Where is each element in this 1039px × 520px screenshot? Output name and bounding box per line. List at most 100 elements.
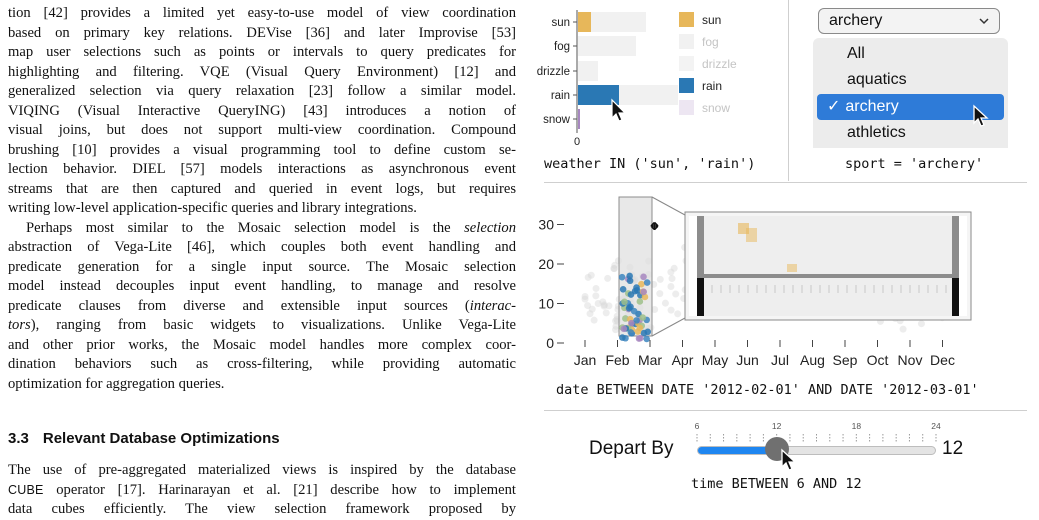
bar-snow xyxy=(578,109,580,129)
scatter-point xyxy=(619,334,626,341)
section-heading: 3.3 Relevant Database Optimizations xyxy=(8,430,280,447)
text-line: The use of pre-aggregated materialized v… xyxy=(8,462,516,478)
text-line: predicate generation for a single input … xyxy=(8,258,516,275)
bar-background xyxy=(578,61,598,81)
scatter-point xyxy=(627,303,634,311)
scatter-point xyxy=(633,284,640,291)
scatter-point xyxy=(628,319,635,327)
zoom-inset-band xyxy=(697,216,959,316)
text-line: and other prior works, the Mosaic model … xyxy=(8,336,516,353)
bar-background xyxy=(578,12,646,32)
menu-item-label: All xyxy=(847,45,865,62)
menu-item-label: athletics xyxy=(847,124,906,141)
scatter-point-bg xyxy=(612,322,620,330)
text-line: highlighting and filtering. VQE (Visual … xyxy=(8,63,516,80)
month-label: Mar xyxy=(638,352,662,368)
date-scatter-plot[interactable]: 0 10 20 30 Jan Feb Mar Apr May Jun Jul Aug Sep Oct Nov… xyxy=(532,190,1032,370)
slider-tick-label: 24 xyxy=(931,421,941,431)
menu-item-aquatics[interactable]: aquatics xyxy=(817,67,1004,93)
month-label: Jan xyxy=(574,352,597,368)
time-predicate: time BETWEEN 6 AND 12 xyxy=(691,476,862,492)
scatter-point-bg xyxy=(899,325,907,333)
x-tick-label: 0 xyxy=(574,136,580,148)
emphasis-interactors: tors xyxy=(8,317,31,333)
text-line: ), ranging from basic widgets to visuali… xyxy=(30,317,516,333)
cube-operator: CUBE xyxy=(8,482,44,497)
scatter-point xyxy=(633,317,640,324)
text-line: abstraction of Vega-Lite [46], which cou… xyxy=(8,239,516,255)
date-predicate: date BETWEEN DATE '2012-02-01' AND DATE … xyxy=(556,382,979,398)
text-line: writing low-level application-specific q… xyxy=(8,200,417,216)
zoom-mark xyxy=(787,264,797,272)
text-line: predicate clauses from diverse and exten… xyxy=(8,297,470,314)
scatter-point-bg xyxy=(661,299,669,307)
section-number: 3.3 xyxy=(8,430,29,447)
paragraph-related-work: tion [42] provides a limited yet easy-to… xyxy=(8,4,516,219)
y-tick-label: 20 xyxy=(538,256,554,272)
scatter-point xyxy=(627,291,635,298)
weather-predicate: weather IN ('sun', 'rain') xyxy=(544,156,756,172)
month-label: Nov xyxy=(898,352,923,368)
text-line: predicate clauses from diverse and exten… xyxy=(8,297,516,317)
text-line: lection behavior. DIEL [57] models inter… xyxy=(8,161,516,177)
menu-item-athletics[interactable]: athletics xyxy=(817,120,1004,146)
scatter-point-bg xyxy=(611,261,619,269)
scatter-point-bg xyxy=(587,271,595,279)
category-label: snow xyxy=(543,114,571,126)
scatter-point-bg xyxy=(674,310,682,318)
scatter-point xyxy=(641,293,649,301)
text-line: tion [42] provides a limited yet easy-to… xyxy=(8,5,516,21)
text-line: operator [17]. Harinarayan et al. [21] d… xyxy=(43,481,516,498)
text-line: dination behaviors such as cross-filteri… xyxy=(8,356,516,372)
scatter-point-bg xyxy=(667,306,675,314)
slider-fill xyxy=(698,447,777,454)
scatter-point-bg xyxy=(600,302,608,310)
scatter-point-bg xyxy=(588,305,596,313)
scatter-point-bg xyxy=(917,320,925,328)
menu-item-archery[interactable]: ✓ archery xyxy=(817,94,1004,120)
zoom-edge xyxy=(697,216,704,316)
bar-background xyxy=(578,36,636,56)
weather-bar-chart[interactable]: sunfogdrizzlerainsnow0sunfogdrizzlerains… xyxy=(532,0,782,150)
legend-label: drizzle xyxy=(702,57,737,71)
pointer-cursor-icon xyxy=(781,448,797,471)
scatter-point-bg xyxy=(584,302,592,310)
scatter-point-bg xyxy=(656,290,664,298)
scatter-point xyxy=(644,328,652,336)
emphasis-interactors: interac- xyxy=(469,297,516,314)
scatter-point-bg xyxy=(584,273,592,281)
slider-tick-label: 6 xyxy=(695,421,700,431)
bar-sun xyxy=(578,12,591,32)
text-line: model instead decouples input event hand… xyxy=(8,278,516,294)
scatter-point-bg xyxy=(610,265,618,273)
emphasis-selection: selection xyxy=(464,219,516,236)
menu-item-label: archery xyxy=(845,98,899,115)
paragraph-vega-lite: Perhaps most similar to the Mosaic selec… xyxy=(8,219,516,395)
move-cursor-icon xyxy=(650,221,659,231)
pointer-cursor-icon xyxy=(973,104,989,127)
text-line: visual joins, but does not support multi… xyxy=(8,122,516,138)
depart-by-slider[interactable] xyxy=(697,446,936,455)
scatter-point-bg xyxy=(656,275,664,283)
scatter-point xyxy=(618,273,626,281)
zoom-edge-dark xyxy=(952,278,959,316)
section-title: Relevant Database Optimizations xyxy=(42,430,280,447)
sport-select[interactable]: archery xyxy=(818,8,1000,34)
text-line: streams that are then captured and queri… xyxy=(8,180,516,197)
scatter-point-bg xyxy=(590,316,598,324)
y-tick-label: 0 xyxy=(546,335,554,351)
legend-label: sun xyxy=(702,13,721,27)
scatter-point-bg xyxy=(610,265,618,273)
month-label: Jul xyxy=(771,352,789,368)
scatter-point xyxy=(620,325,628,333)
y-tick-label: 30 xyxy=(538,217,554,233)
menu-item-label: aquatics xyxy=(847,71,907,88)
category-label: sun xyxy=(551,17,570,29)
depart-by-label: Depart By xyxy=(589,438,674,459)
menu-item-all[interactable]: All xyxy=(817,41,1004,67)
bar-rain xyxy=(578,85,619,105)
text-line: generalized selection via query relaxati… xyxy=(8,83,516,99)
scatter-point-bg xyxy=(672,290,680,298)
legend-swatch xyxy=(679,100,694,115)
scatter-point xyxy=(636,298,644,305)
